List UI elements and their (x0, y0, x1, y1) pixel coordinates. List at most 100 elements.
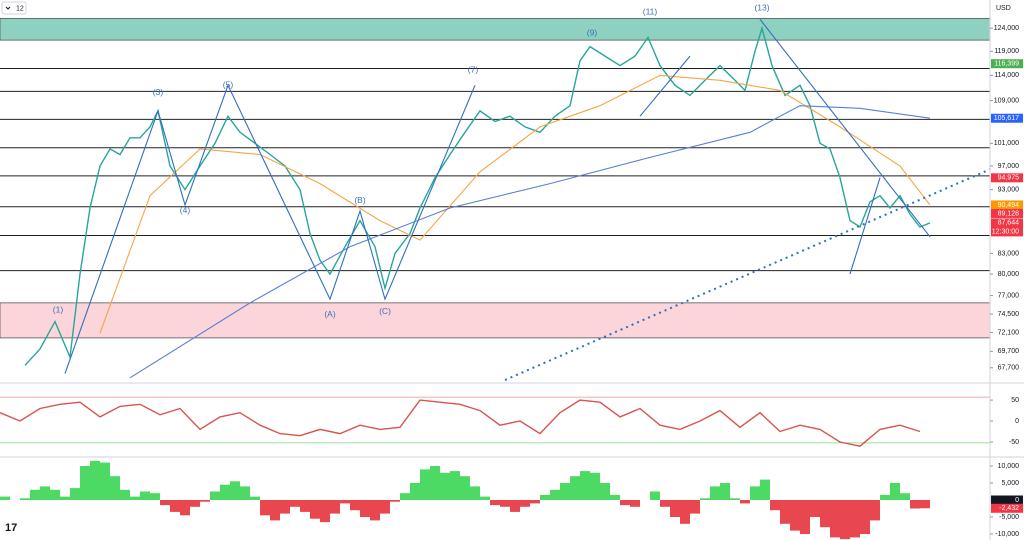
histogram-bar (680, 500, 690, 524)
wave-label: (7) (468, 64, 479, 74)
y-tick-label: 124,000 (994, 25, 1019, 32)
price-tag-label: 105,617 (994, 115, 1019, 122)
histogram-bar (300, 500, 310, 512)
price-tag-label: 0 (1015, 497, 1019, 504)
histogram-bar (350, 500, 360, 511)
histogram-bar (100, 462, 110, 501)
histogram-bar (180, 500, 190, 516)
price-tag-label: 94,975 (998, 175, 1020, 182)
histogram-bar (260, 500, 270, 516)
histogram-bar (40, 486, 50, 501)
histogram-bar (520, 500, 530, 507)
y-tick-label: 69,700 (998, 348, 1020, 355)
histogram-bar (150, 493, 160, 501)
series-line (99, 74, 931, 334)
histogram-bar (920, 500, 930, 509)
histogram-bar (550, 489, 560, 501)
histogram-bar (610, 494, 620, 501)
wave-label: (13) (754, 2, 769, 12)
histogram-bar (360, 500, 370, 518)
histogram-bar (340, 500, 350, 504)
price-tag (991, 59, 1023, 69)
wave-label: (4) (180, 205, 191, 215)
price-tag-label: 87,644 (998, 220, 1020, 227)
histogram-bar (420, 469, 430, 501)
histogram-bar (230, 481, 240, 501)
histogram-bar (450, 471, 460, 501)
price-tag-label: -2,432 (999, 505, 1019, 512)
histogram-bar (660, 500, 670, 507)
histogram-bar (120, 489, 130, 501)
histogram-bar (90, 460, 100, 501)
histogram-bar (460, 476, 470, 501)
price-axis (990, 0, 1024, 540)
interval[interactable]: 12 (16, 5, 24, 12)
histogram-bar (630, 500, 640, 507)
histogram-bar (570, 476, 580, 501)
y-tick-label: 80,000 (998, 271, 1020, 278)
histogram-bar (540, 494, 550, 501)
histogram-bar (730, 498, 740, 501)
histogram-bar (20, 498, 30, 501)
histogram-bar (130, 496, 140, 501)
histogram-bar (370, 500, 380, 521)
wave-label: (A) (324, 309, 336, 319)
histogram-bar (160, 500, 170, 506)
histogram-bar (30, 489, 40, 501)
histogram-bar (430, 465, 440, 501)
currency: USD (996, 5, 1011, 12)
y-tick-label: 74,500 (998, 311, 1020, 318)
histogram-bar (280, 500, 290, 514)
histogram-bar (60, 496, 70, 501)
histogram-bar (620, 500, 630, 506)
countdown: 12:30:00 (992, 229, 1019, 236)
price-tag-label: 89,128 (998, 210, 1020, 217)
histogram-bar (560, 482, 570, 501)
y-tick-label: 93,000 (998, 186, 1020, 193)
histogram-bar (650, 491, 660, 501)
y-tick-label: 0 (1015, 418, 1019, 425)
interval-button[interactable] (1, 1, 27, 15)
price-tag-label: 90,494 (998, 202, 1020, 209)
y-tick-label: -50 (1009, 439, 1019, 446)
histogram-bar (190, 500, 200, 507)
histogram-bar (380, 500, 390, 514)
histogram-bar (320, 500, 330, 523)
histogram-bar (400, 493, 410, 501)
histogram-bar (750, 486, 760, 501)
series-line (0, 399, 921, 447)
price-tag (991, 503, 1023, 513)
y-tick-label: 67,700 (998, 365, 1020, 372)
histogram-bar (440, 472, 450, 501)
series-line (24, 25, 931, 366)
plot: (1) (3) (5) (4) (A) (B) (C) (7) (9) (11) (13) (0, 2, 991, 540)
wave-label: (C) (379, 306, 391, 316)
histogram-bar (490, 500, 500, 506)
histogram-bar (850, 500, 860, 538)
wave-label: (B) (354, 195, 366, 205)
wave-label: (9) (587, 27, 598, 37)
histogram-bar (270, 500, 280, 521)
histogram-bar (250, 496, 260, 501)
histogram-bar (500, 500, 510, 507)
price-tag-label: 116,399 (994, 61, 1019, 68)
y-tick-label: 10,000 (998, 463, 1020, 470)
histogram-bar (760, 479, 770, 501)
histogram-bar (600, 482, 610, 501)
histogram-bar (170, 500, 180, 512)
histogram-bar (900, 493, 910, 501)
histogram-bar (860, 500, 870, 535)
histogram-bar (770, 500, 780, 511)
y-tick-label: 101,000 (994, 140, 1019, 147)
histogram-bar (700, 498, 710, 501)
histogram-bar (70, 488, 80, 501)
histogram-bar (50, 489, 60, 501)
y-tick-label: 50 (1011, 397, 1019, 404)
histogram-bar (80, 465, 90, 501)
histogram-bar (0, 496, 10, 501)
logo: 17 (5, 522, 17, 534)
price-tag (991, 208, 1023, 218)
y-tick-label: -10,000 (995, 531, 1019, 538)
